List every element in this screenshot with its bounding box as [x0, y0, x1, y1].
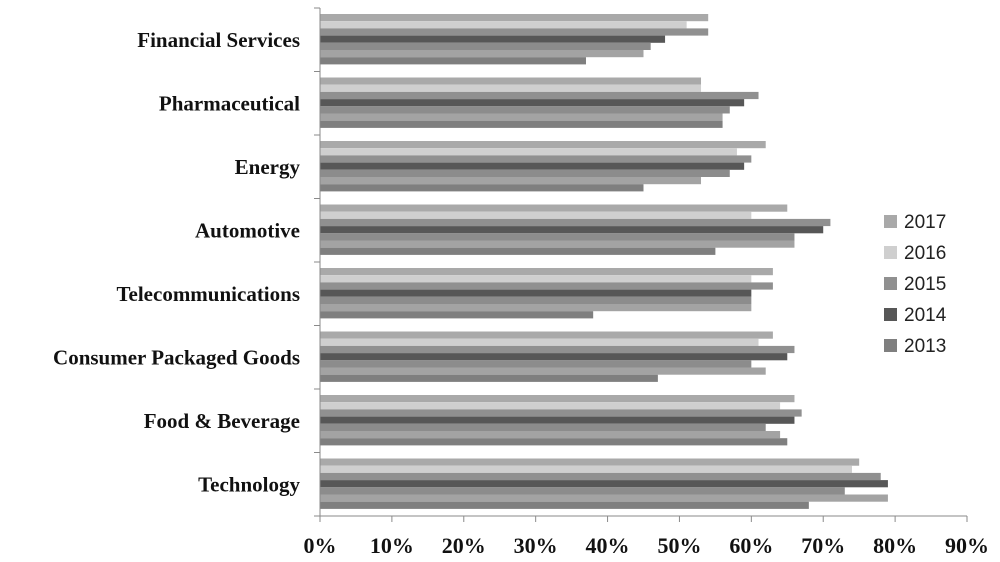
bar-series-2015-0 [320, 28, 709, 36]
category-label: Consumer Packaged Goods [53, 345, 300, 369]
bar-series-extra-a-1 [320, 106, 730, 114]
bar-series-extra-a-4 [320, 296, 752, 304]
x-tick-label: 20% [442, 533, 486, 558]
legend-swatch-2013 [884, 339, 897, 352]
bar-series-extra-a-0 [320, 42, 651, 50]
bar-series-extra-b-6 [320, 431, 781, 439]
bar-series-extra-a-2 [320, 169, 730, 177]
bar-series-2013-1 [320, 120, 723, 128]
bar-series-2017-0 [320, 14, 709, 22]
bar-series-2014-0 [320, 35, 666, 43]
category-label: Financial Services [137, 28, 300, 52]
bar-series-2014-1 [320, 99, 745, 107]
x-tick-label: 60% [729, 533, 773, 558]
x-tick-label: 90% [945, 533, 989, 558]
bar-series-extra-a-7 [320, 487, 845, 495]
bar-series-2015-4 [320, 282, 773, 290]
x-tick-labels: 0% 10% 20% 30% 40% 50% 60% 70% 80% 90% [304, 533, 990, 558]
bar-series-2015-6 [320, 409, 802, 417]
bar-series-2016-5 [320, 338, 759, 346]
bar-series-2017-6 [320, 395, 795, 403]
x-tick-label: 80% [873, 533, 917, 558]
category-label: Food & Beverage [144, 409, 300, 433]
bar-series-extra-b-0 [320, 50, 644, 58]
bar-series-2017-1 [320, 77, 702, 85]
legend-label-2014: 2014 [904, 305, 947, 326]
bar-series-2016-4 [320, 275, 752, 283]
bar-series-2013-6 [320, 438, 788, 446]
category-label: Telecommunications [116, 282, 300, 306]
bar-series-2014-5 [320, 353, 788, 361]
x-tick-label: 70% [801, 533, 845, 558]
bar-series-2015-5 [320, 345, 795, 354]
bar-series-2014-4 [320, 289, 752, 297]
category-label: Technology [198, 472, 300, 496]
bar-series-2014-7 [320, 480, 888, 488]
bar-series-2014-2 [320, 162, 745, 170]
category-label: Energy [235, 155, 301, 179]
bar-series-2017-7 [320, 458, 860, 466]
bar-series-2013-7 [320, 501, 809, 509]
x-tick-label: 10% [370, 533, 414, 558]
x-tick-label: 40% [586, 533, 630, 558]
x-tick-label: 0% [304, 533, 337, 558]
axes-group [314, 7, 968, 522]
bar-series-extra-a-3 [320, 233, 795, 241]
bar-series-extra-a-6 [320, 423, 766, 431]
bar-series-2017-3 [320, 204, 788, 212]
bar-series-2016-2 [320, 148, 737, 156]
category-label: Pharmaceutical [159, 91, 300, 115]
bar-series-2014-3 [320, 226, 824, 234]
bar-series-2013-3 [320, 247, 716, 255]
legend-swatch-2014 [884, 308, 897, 321]
bar-series-2013-5 [320, 374, 658, 382]
bar-series-2013-0 [320, 57, 586, 65]
bars-group [320, 14, 888, 509]
bar-series-extra-b-4 [320, 304, 752, 312]
bar-series-2015-1 [320, 91, 759, 100]
category-label: Automotive [195, 218, 300, 242]
bar-series-2015-3 [320, 218, 831, 227]
bar-series-2017-2 [320, 141, 766, 149]
legend-label-2015: 2015 [904, 274, 946, 295]
bar-series-2015-7 [320, 472, 881, 481]
bar-series-2015-2 [320, 155, 752, 163]
legend-label-2016: 2016 [904, 243, 946, 264]
bar-series-extra-a-5 [320, 360, 752, 368]
x-tick-label: 30% [514, 533, 558, 558]
bar-series-extra-b-1 [320, 113, 723, 121]
bar-series-2014-6 [320, 416, 795, 424]
legend-swatch-2016 [884, 246, 897, 259]
legend-label-2013: 2013 [904, 336, 946, 357]
x-tick-label: 50% [657, 533, 701, 558]
bar-series-2016-0 [320, 21, 687, 29]
bar-series-2016-7 [320, 465, 852, 473]
legend-swatch-2017 [884, 215, 897, 228]
bar-series-extra-b-3 [320, 240, 795, 248]
legend: 2017 2016 2015 2014 2013 [884, 212, 947, 357]
bar-series-2016-3 [320, 211, 752, 219]
legend-label-2017: 2017 [904, 212, 946, 233]
category-labels: Financial Services Pharmaceutical Energy Au… [53, 28, 300, 497]
bar-series-2016-1 [320, 84, 702, 92]
bar-series-2016-6 [320, 402, 781, 410]
bar-series-2013-4 [320, 311, 594, 319]
bar-series-2013-2 [320, 184, 644, 192]
bar-series-extra-b-2 [320, 177, 702, 185]
legend-swatch-2015 [884, 277, 897, 290]
bar-series-extra-b-5 [320, 367, 766, 375]
bar-series-2017-4 [320, 268, 773, 276]
bar-series-extra-b-7 [320, 494, 888, 502]
bar-series-2017-5 [320, 331, 773, 339]
